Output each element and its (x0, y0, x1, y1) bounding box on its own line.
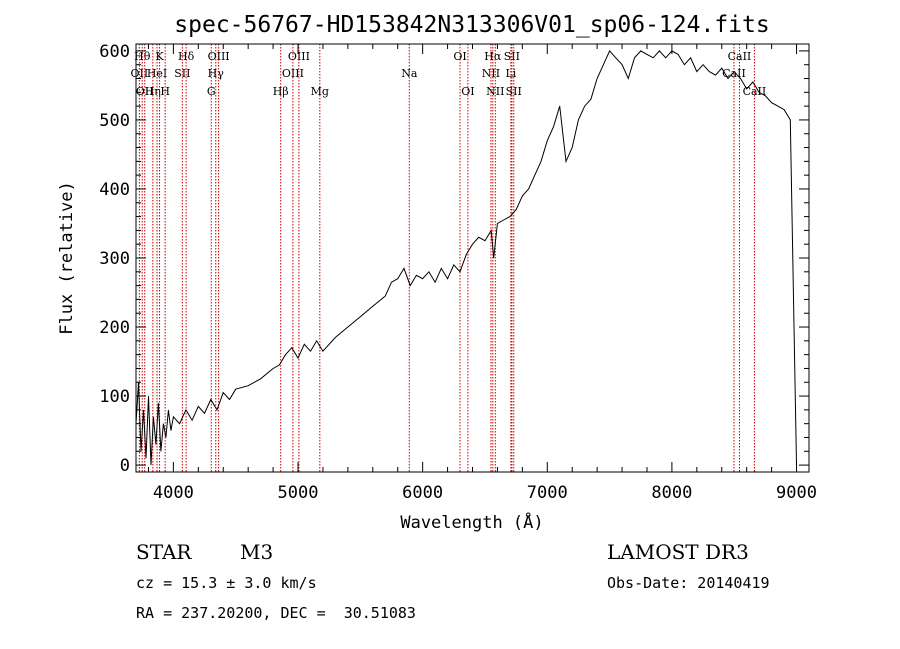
spectral-line-label: Hα (484, 50, 502, 63)
x-tick-label: 6000 (402, 483, 443, 503)
observation-date: Obs-Date: 20140419 (607, 574, 770, 592)
x-axis-label: Wavelength (Å) (400, 511, 543, 533)
spectral-line-label: SII (174, 67, 190, 80)
object-subclass: M3 (240, 540, 274, 564)
redshift-velocity: cz = 15.3 ± 3.0 km/s (136, 574, 317, 592)
spectral-line-label: K (155, 50, 164, 63)
spectral-line-label: Hβ (273, 85, 289, 98)
spectral-line-label: OI (453, 50, 466, 63)
axis-ticks: 4000 5000 6000 7000 8000 9000 0 100 200 300 400 500… (99, 42, 817, 503)
object-class: STAR (136, 540, 192, 564)
chart-title: spec-56767-HD153842N313306V01_sp06-124.f… (174, 12, 769, 38)
y-tick-label: 300 (99, 249, 130, 269)
spectral-line-label: CaII (722, 67, 746, 80)
spectral-line-label: Li (505, 67, 516, 80)
spectrum-series-line (135, 49, 797, 466)
x-tick-label: 7000 (527, 483, 568, 503)
x-tick-label: 9000 (776, 483, 817, 503)
spectral-lines: OIIHθOIIHηHeIKHSIIHδGHγOIIIHβOIIIOIIIMgN… (131, 44, 767, 472)
spectral-line-label: Hθ (134, 50, 151, 63)
spectral-line-label: Hδ (178, 50, 195, 63)
spectral-line-label: HeI (147, 67, 167, 80)
y-tick-label: 600 (99, 42, 130, 62)
spectral-line-label: OIII (208, 50, 230, 63)
y-tick-label: 100 (99, 387, 130, 407)
spectral-line-label: OI (461, 85, 474, 98)
spectral-line-label: Hγ (208, 67, 225, 80)
y-axis-label: Flux (relative) (57, 181, 77, 335)
spectral-line-label: H (160, 85, 170, 98)
spectral-line-label: OII (131, 67, 149, 80)
spectral-line-label: SII (504, 50, 520, 63)
spectral-line-label: Na (401, 67, 418, 80)
spectral-line-label: G (207, 85, 216, 98)
x-tick-label: 4000 (153, 483, 194, 503)
y-tick-label: 0 (120, 456, 130, 476)
y-tick-label: 200 (99, 318, 130, 338)
spectral-line-label: SII (506, 85, 522, 98)
y-tick-label: 500 (99, 111, 130, 131)
x-tick-label: 5000 (278, 483, 319, 503)
spectral-line-label: Hη (145, 85, 161, 98)
coordinates: RA = 237.20200, DEC = 30.51083 (136, 604, 416, 622)
y-tick-label: 400 (99, 180, 130, 200)
spectral-line-label: NII (486, 85, 504, 98)
spectral-line-label: OII (136, 85, 154, 98)
spectral-line-label: Mg (311, 85, 329, 98)
spectral-line-label: CaII (728, 50, 752, 63)
plot-frame (135, 43, 810, 473)
spectral-line-label: CaII (743, 85, 767, 98)
x-tick-label: 8000 (651, 483, 692, 503)
spectral-line-label: OIII (282, 67, 304, 80)
survey-name: LAMOST DR3 (607, 540, 749, 564)
spectral-line-label: NII (482, 67, 500, 80)
spectral-line-label: OIII (288, 50, 310, 63)
